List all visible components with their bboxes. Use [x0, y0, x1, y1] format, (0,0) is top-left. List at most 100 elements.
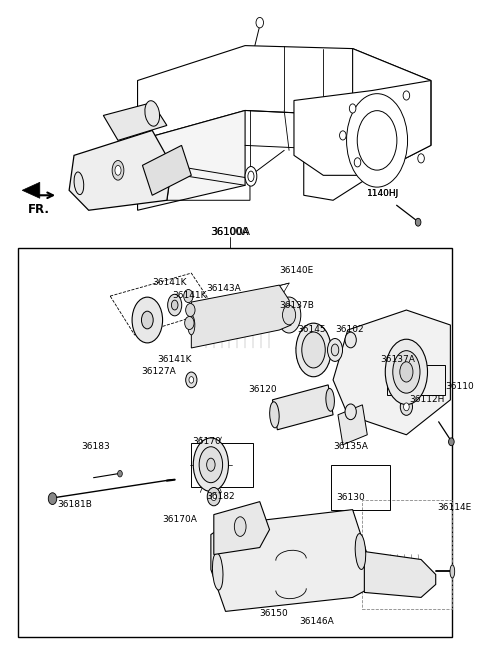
Polygon shape: [103, 102, 167, 140]
Circle shape: [184, 290, 193, 303]
Polygon shape: [211, 510, 367, 611]
Circle shape: [207, 487, 220, 506]
Ellipse shape: [355, 534, 366, 569]
Text: 36145: 36145: [297, 326, 325, 335]
Ellipse shape: [277, 297, 301, 333]
Circle shape: [186, 303, 195, 316]
Ellipse shape: [385, 339, 428, 405]
Text: 36114E: 36114E: [438, 503, 472, 512]
Text: 36150: 36150: [260, 609, 288, 618]
Text: 36110: 36110: [445, 383, 474, 392]
Ellipse shape: [207, 458, 215, 471]
Circle shape: [418, 154, 424, 163]
Bar: [362, 500, 452, 609]
Circle shape: [189, 377, 193, 383]
Text: 36100A: 36100A: [210, 227, 251, 237]
Text: 36137B: 36137B: [279, 301, 314, 310]
Text: 1140HJ: 1140HJ: [367, 189, 399, 198]
Text: 36182: 36182: [206, 492, 235, 501]
Circle shape: [354, 158, 361, 167]
Circle shape: [186, 372, 197, 388]
Ellipse shape: [168, 294, 182, 316]
Text: 36120: 36120: [248, 385, 276, 394]
Ellipse shape: [270, 402, 279, 428]
Ellipse shape: [115, 166, 121, 176]
Text: 36146A: 36146A: [299, 617, 334, 626]
Polygon shape: [143, 145, 192, 195]
Text: 36170: 36170: [192, 438, 221, 446]
Text: 36141K: 36141K: [173, 291, 207, 299]
Text: 36140E: 36140E: [279, 266, 313, 274]
Bar: [18, 248, 452, 637]
Ellipse shape: [245, 166, 257, 186]
Text: 36130: 36130: [336, 493, 365, 502]
Polygon shape: [22, 182, 40, 198]
Ellipse shape: [400, 362, 413, 382]
Circle shape: [403, 91, 409, 100]
Polygon shape: [69, 130, 172, 210]
Text: 36181B: 36181B: [58, 500, 92, 509]
Circle shape: [400, 398, 412, 415]
Circle shape: [48, 493, 57, 504]
Polygon shape: [214, 502, 270, 555]
Polygon shape: [304, 48, 431, 200]
Ellipse shape: [145, 101, 159, 126]
Text: 36143A: 36143A: [206, 284, 241, 293]
Ellipse shape: [347, 94, 408, 187]
Ellipse shape: [296, 323, 331, 377]
Polygon shape: [333, 310, 450, 435]
Circle shape: [118, 470, 122, 477]
Ellipse shape: [234, 517, 246, 536]
Ellipse shape: [171, 300, 178, 310]
Circle shape: [185, 316, 194, 329]
Circle shape: [339, 131, 346, 140]
Polygon shape: [138, 111, 245, 210]
Circle shape: [415, 218, 421, 226]
Ellipse shape: [142, 311, 153, 329]
Text: 36183: 36183: [81, 442, 109, 451]
Text: 36112H: 36112H: [409, 396, 444, 404]
Bar: [331, 464, 390, 510]
Bar: [192, 443, 253, 487]
Ellipse shape: [199, 447, 223, 483]
Text: 36141K: 36141K: [157, 356, 192, 364]
Bar: [387, 365, 445, 395]
Text: 36170A: 36170A: [162, 515, 197, 524]
Polygon shape: [192, 285, 291, 348]
Ellipse shape: [248, 171, 254, 181]
Text: 36137A: 36137A: [380, 356, 415, 364]
Ellipse shape: [193, 438, 228, 491]
Polygon shape: [364, 552, 436, 597]
Polygon shape: [138, 46, 431, 145]
Text: 36100A: 36100A: [212, 227, 249, 237]
Text: 1140HJ: 1140HJ: [367, 189, 399, 198]
Circle shape: [211, 493, 216, 500]
Circle shape: [349, 104, 356, 113]
Ellipse shape: [283, 305, 296, 325]
Text: FR.: FR.: [28, 203, 50, 216]
Text: 36127A: 36127A: [142, 367, 176, 377]
Ellipse shape: [132, 297, 163, 343]
Ellipse shape: [188, 315, 195, 335]
Polygon shape: [273, 385, 333, 430]
Text: 36141K: 36141K: [152, 278, 187, 287]
Polygon shape: [338, 405, 367, 445]
Circle shape: [345, 404, 356, 420]
Circle shape: [256, 18, 264, 28]
Ellipse shape: [112, 160, 124, 180]
Ellipse shape: [302, 332, 325, 368]
Circle shape: [345, 332, 356, 348]
Polygon shape: [294, 81, 431, 176]
Ellipse shape: [74, 172, 84, 195]
Text: 36135A: 36135A: [333, 442, 368, 451]
Text: 36102: 36102: [335, 326, 364, 335]
Ellipse shape: [331, 344, 339, 356]
Ellipse shape: [450, 565, 455, 578]
Circle shape: [448, 438, 454, 445]
Ellipse shape: [327, 339, 343, 362]
Ellipse shape: [213, 553, 223, 590]
Circle shape: [404, 403, 409, 411]
Ellipse shape: [326, 388, 335, 411]
Ellipse shape: [357, 111, 397, 170]
Ellipse shape: [393, 350, 420, 393]
